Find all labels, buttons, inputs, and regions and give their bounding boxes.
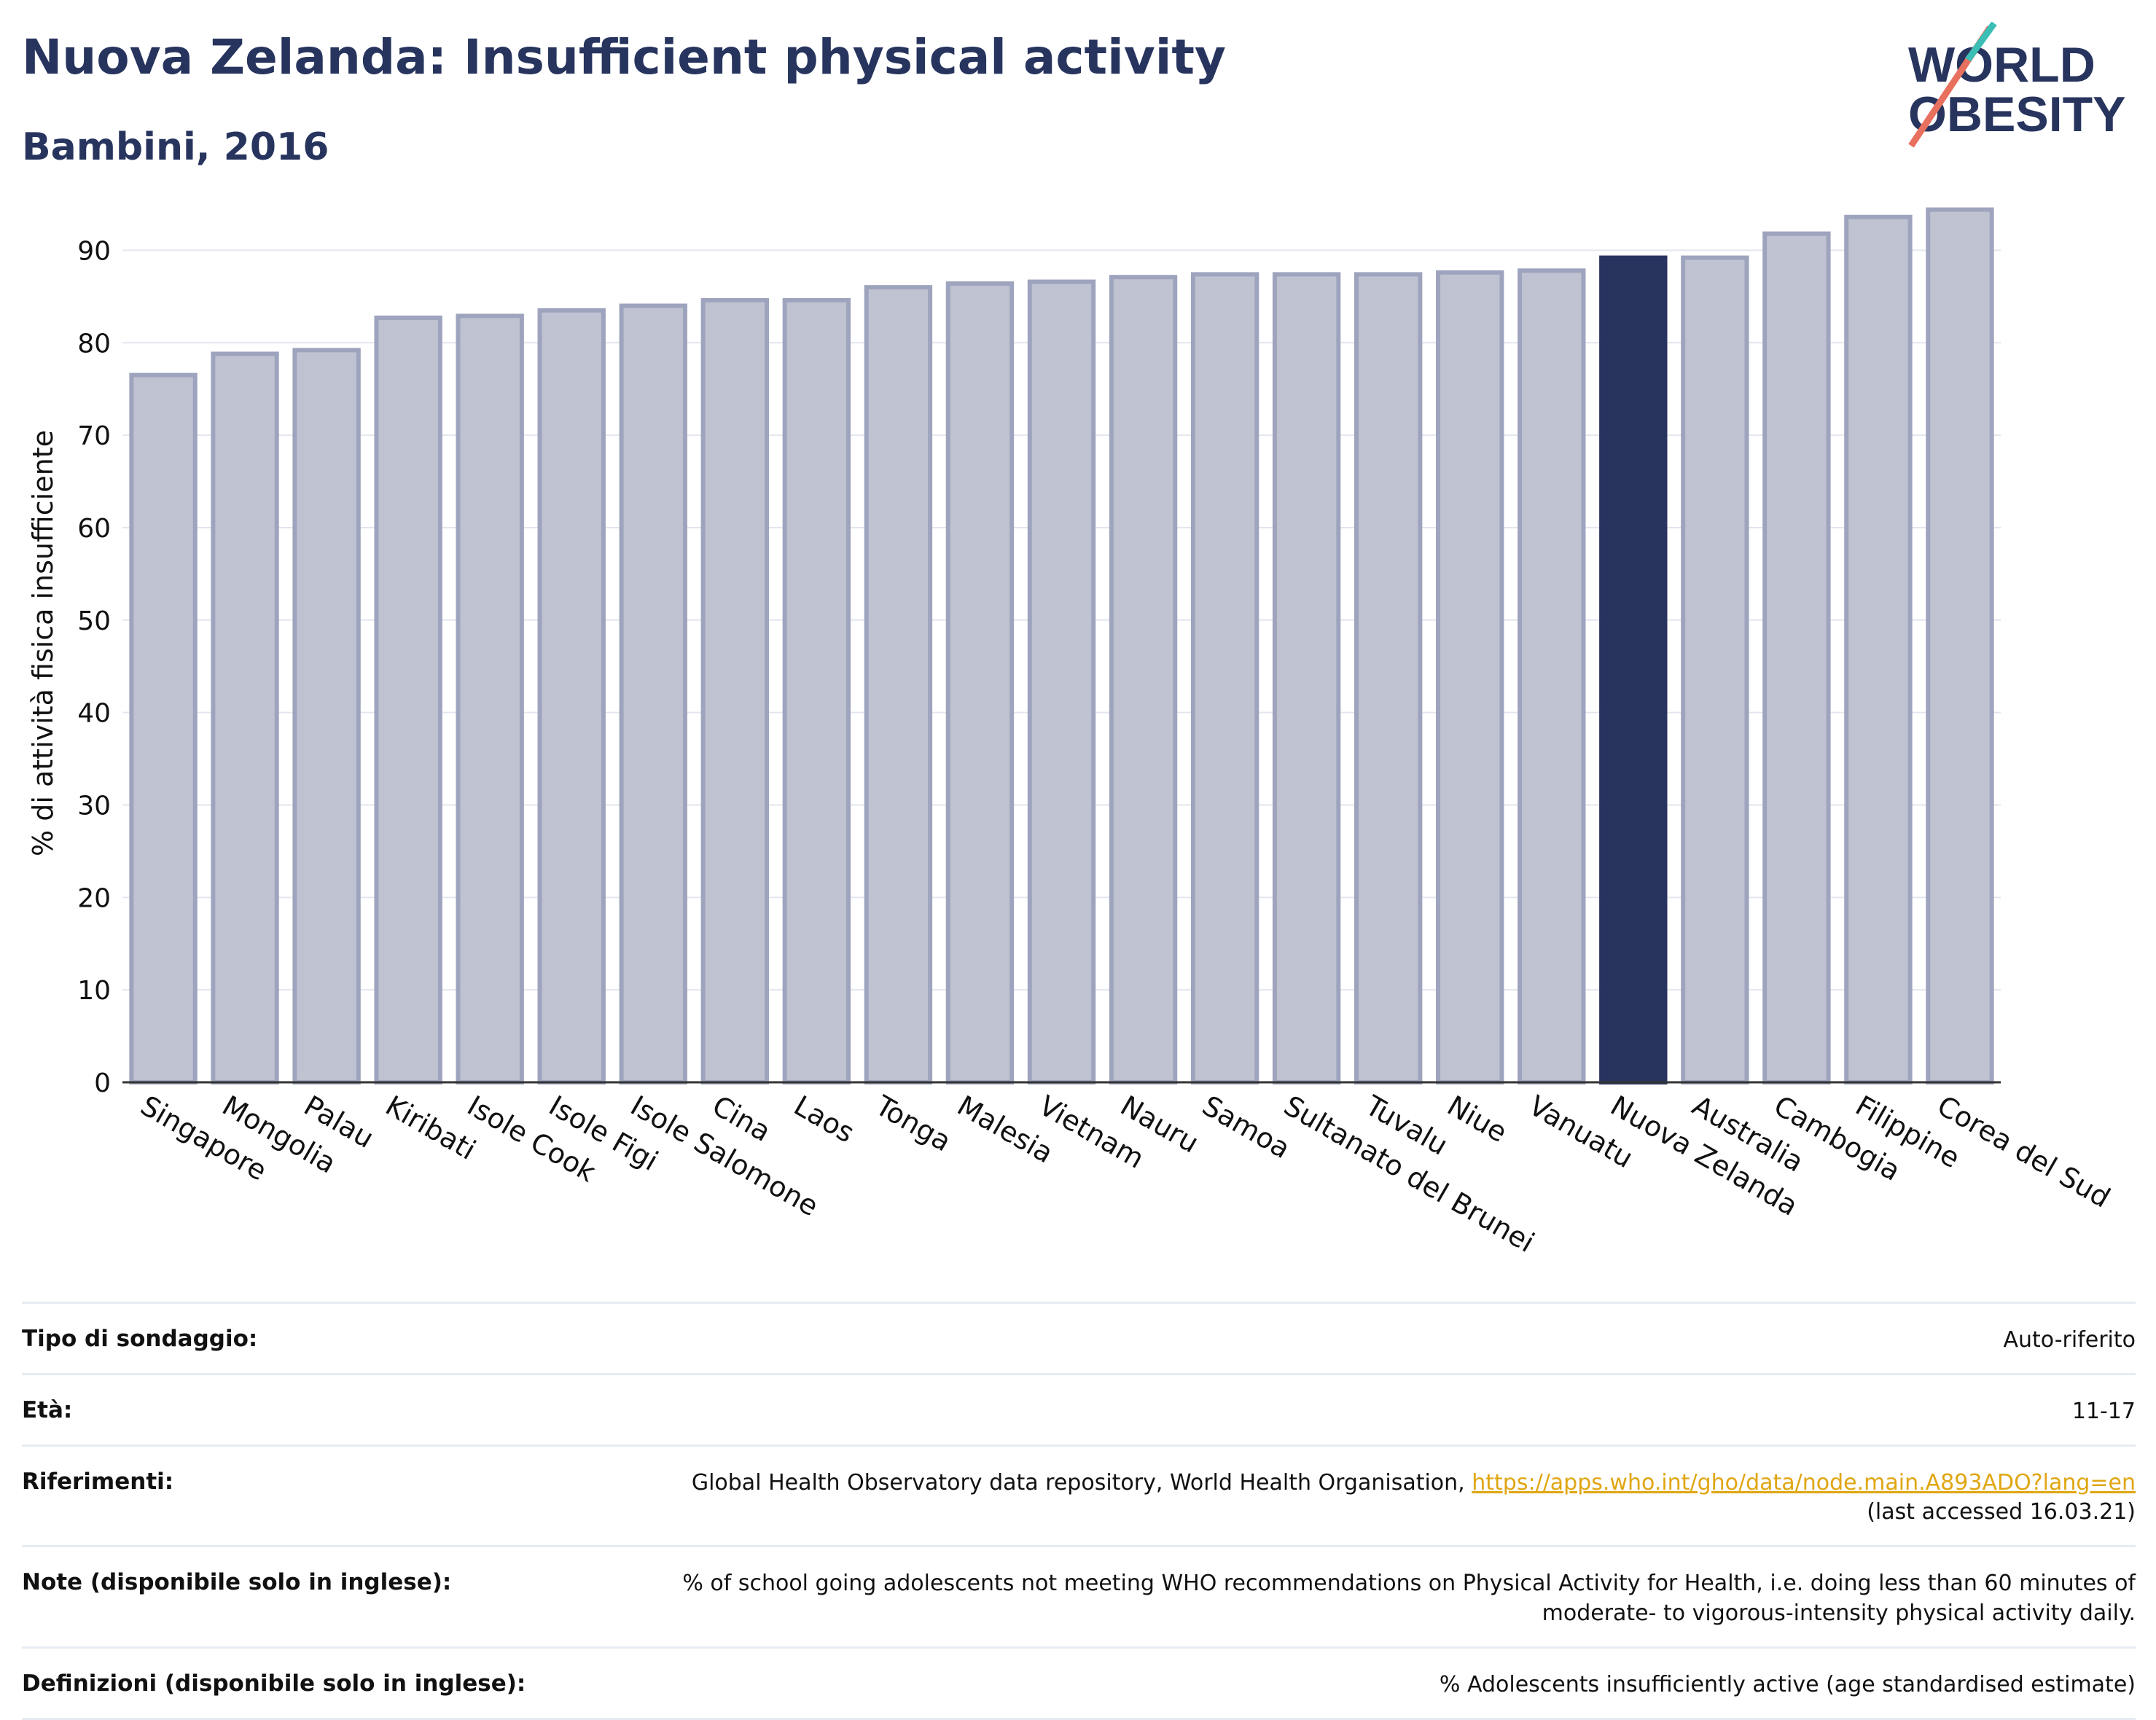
info-value: 11-17 <box>2072 1397 2136 1427</box>
y-tick-label: 60 <box>77 514 111 544</box>
logo-line2: OBESITY <box>1908 87 2126 142</box>
bar-kiribati <box>374 316 442 1085</box>
bar-vietnam <box>1027 279 1096 1085</box>
bar-niue <box>1436 270 1504 1084</box>
info-label: Età: <box>22 1396 73 1423</box>
info-label: Note (disponibile solo in inglese): <box>22 1569 452 1596</box>
y-tick-label: 70 <box>77 421 111 451</box>
y-tick-label: 20 <box>77 883 111 913</box>
y-tick-label: 80 <box>77 329 111 359</box>
info-value-text: Global Health Observatory data repositor… <box>691 1469 1465 1496</box>
info-value-secondary: (last accessed 16.03.21) <box>1867 1499 2136 1525</box>
bar-isole-salomone <box>619 303 687 1084</box>
y-tick-labels: 0 10 20 30 40 50 60 70 80 90 <box>77 236 111 1098</box>
bar-palau <box>292 348 361 1084</box>
chart-title: Nuova Zelanda: Insufficient physical act… <box>22 29 1226 85</box>
reference-link[interactable]: https://apps.who.int/gho/data/node.main.… <box>1472 1469 2136 1496</box>
bar-cambogia <box>1762 231 1831 1084</box>
chart-subtitle: Bambini, 2016 <box>22 125 329 169</box>
bar-isole-cook <box>456 313 524 1084</box>
bar-isole-figi <box>537 308 606 1085</box>
info-label: Riferimenti: <box>22 1468 174 1495</box>
y-tick-label: 40 <box>77 699 111 729</box>
bar-singapore <box>129 372 198 1084</box>
bar-australia <box>1681 255 1749 1084</box>
y-tick-label: 10 <box>77 976 111 1006</box>
y-tick-label: 50 <box>77 606 111 636</box>
info-value-text: Auto-riferito <box>2003 1327 2136 1353</box>
bar-laos <box>782 297 851 1085</box>
logo-line1: WORLD <box>1908 37 2096 93</box>
x-tick-label: Samoa <box>1197 1090 1295 1165</box>
y-tick-label: 30 <box>77 791 111 821</box>
bar-tuvalu <box>1354 272 1423 1084</box>
bar-sultanato-del-brunei <box>1272 272 1341 1084</box>
world-obesity-logo: WORLD OBESITY <box>1908 22 2126 148</box>
bar-nauru <box>1109 275 1178 1084</box>
info-label: Definizioni (disponibile solo in inglese… <box>22 1670 526 1697</box>
info-value-text: % of school going adolescents not meetin… <box>682 1571 2136 1626</box>
x-tick-label: Kiribati <box>380 1090 482 1166</box>
info-label: Tipo di sondaggio: <box>22 1326 258 1352</box>
info-row: Riferimenti: Global Health Observatory da… <box>22 1444 2136 1546</box>
bar-mongolia <box>211 351 279 1085</box>
bar-nuova-zelanda <box>1599 255 1668 1084</box>
info-row: Età: 11-17 <box>22 1372 2136 1445</box>
x-tick-label: Niue <box>1442 1090 1512 1149</box>
bar-samoa <box>1190 272 1259 1084</box>
info-value: Global Health Observatory data repositor… <box>692 1469 2136 1528</box>
bar-malesia <box>945 281 1015 1084</box>
bar-vanuatu <box>1518 268 1586 1085</box>
y-tick-label: 0 <box>94 1068 111 1098</box>
info-value: % of school going adolescents not meetin… <box>569 1569 2136 1629</box>
info-value: % Adolescents insufficiently active (age… <box>1440 1670 2136 1700</box>
bars <box>129 207 1994 1085</box>
info-value: Auto-riferito <box>2003 1326 2136 1356</box>
bar-cina <box>700 297 770 1085</box>
y-tick-label: 90 <box>77 236 111 266</box>
bar-corea-del-sud <box>1926 207 1994 1085</box>
y-axis-label: % di attività fisica insufficiente <box>27 430 59 856</box>
info-value-text: 11-17 <box>2071 1398 2136 1424</box>
info-row: Definizioni (disponibile solo in inglese… <box>22 1646 2136 1720</box>
x-tick-label: Laos <box>789 1090 860 1149</box>
info-row: Note (disponibile solo in inglese): % of … <box>22 1545 2136 1646</box>
bar-tonga <box>864 285 933 1085</box>
x-tick-label: Tonga <box>870 1089 956 1157</box>
bar-chart: 0 10 20 30 40 50 60 70 80 90 SingaporeMongoliaPal… <box>27 207 2116 1259</box>
logo-slash-teal <box>1965 22 1997 62</box>
info-table: Tipo di sondaggio: Auto-riferito Età: 11-17… <box>22 1302 2136 1720</box>
info-row: Tipo di sondaggio: Auto-riferito <box>22 1302 2136 1373</box>
bar-filippine <box>1844 214 1913 1084</box>
info-value-text: % Adolescents insufficiently active (age… <box>1439 1671 2136 1697</box>
